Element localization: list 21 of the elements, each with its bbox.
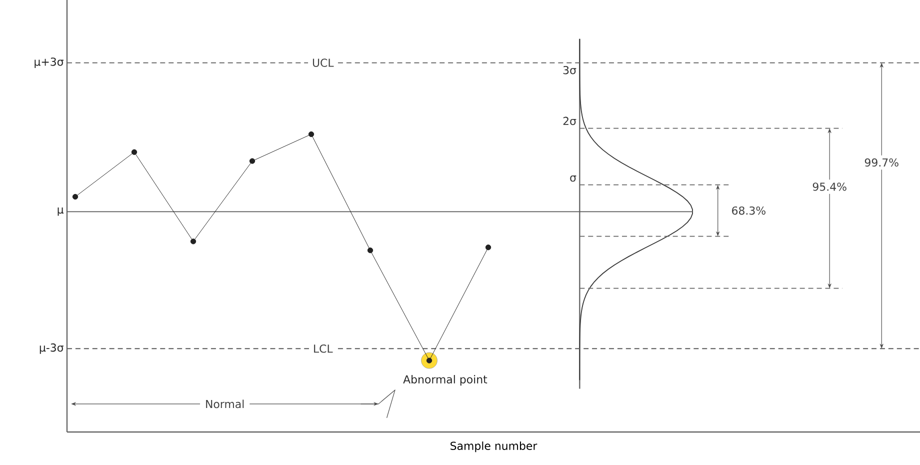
ref-line-label: UCL <box>312 58 334 67</box>
point <box>485 244 492 250</box>
point <box>190 238 196 244</box>
x-axis-title: Sample number <box>450 441 538 452</box>
text: μ+3σ <box>34 58 64 68</box>
point <box>367 248 374 254</box>
annotation: μ <box>58 208 64 216</box>
annotation: Normal <box>206 400 244 408</box>
text: 99.7% <box>864 158 898 167</box>
annotation: Abnormal point <box>403 375 488 386</box>
point <box>308 131 314 138</box>
point <box>131 149 138 155</box>
text: 95.4% <box>812 182 846 191</box>
annotation: μ-3σ <box>40 343 64 354</box>
text: 68.3% <box>732 206 766 215</box>
point <box>249 158 256 164</box>
text: 3σ <box>563 66 576 74</box>
point <box>72 194 78 200</box>
text: σ <box>570 176 576 182</box>
text: 2σ <box>563 116 576 126</box>
ref-line-label: LCL <box>314 344 333 353</box>
